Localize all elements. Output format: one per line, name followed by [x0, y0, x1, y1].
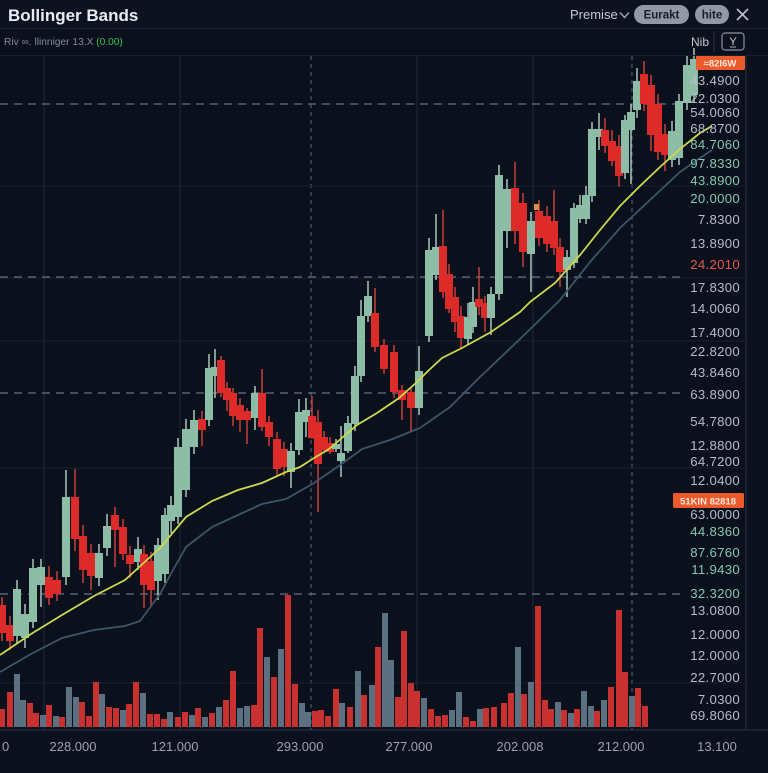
- svg-text:121.000: 121.000: [152, 739, 199, 754]
- svg-text:7.0300: 7.0300: [698, 692, 740, 707]
- svg-text:13.0800: 13.0800: [690, 603, 740, 618]
- svg-text:87.6760: 87.6760: [690, 545, 740, 560]
- svg-text:44.8360: 44.8360: [690, 524, 740, 539]
- svg-text:212.000: 212.000: [598, 739, 645, 754]
- svg-text:63.8900: 63.8900: [690, 387, 740, 402]
- svg-text:Y: Y: [729, 36, 737, 48]
- svg-text:12.0000: 12.0000: [690, 627, 740, 642]
- svg-text:228.000: 228.000: [50, 739, 97, 754]
- svg-text:32.3200: 32.3200: [690, 586, 740, 601]
- svg-text:Eurakt: Eurakt: [644, 10, 680, 22]
- svg-text:12.0000: 12.0000: [690, 648, 740, 663]
- svg-text:22.7000: 22.7000: [690, 670, 740, 685]
- svg-text:97.8330: 97.8330: [690, 156, 740, 171]
- svg-text:22.0300: 22.0300: [690, 91, 740, 106]
- svg-text:202.008: 202.008: [497, 739, 544, 754]
- svg-text:Nib: Nib: [691, 35, 709, 49]
- svg-text:43.8460: 43.8460: [690, 365, 740, 380]
- svg-text:12.0400: 12.0400: [690, 473, 740, 488]
- svg-text:13.100: 13.100: [697, 739, 737, 754]
- svg-text:293.000: 293.000: [277, 739, 324, 754]
- svg-text:Bollinger Bands: Bollinger Bands: [8, 6, 138, 25]
- svg-text:51KIN 82818: 51KIN 82818: [680, 497, 736, 508]
- svg-text:54.7800: 54.7800: [690, 414, 740, 429]
- svg-text:20.0000: 20.0000: [690, 191, 740, 206]
- svg-text:24.2010: 24.2010: [690, 257, 740, 272]
- svg-text:0: 0: [2, 739, 9, 754]
- svg-text:68.8700: 68.8700: [690, 121, 740, 136]
- svg-text:≈82I6W: ≈82I6W: [704, 59, 737, 70]
- svg-text:22.8200: 22.8200: [690, 344, 740, 359]
- svg-text:277.000: 277.000: [386, 739, 433, 754]
- svg-text:17.4000: 17.4000: [690, 325, 740, 340]
- svg-text:13.8900: 13.8900: [690, 236, 740, 251]
- svg-text:11.9430: 11.9430: [691, 562, 740, 577]
- svg-text:43.8900: 43.8900: [690, 173, 740, 188]
- svg-text:63.0000: 63.0000: [690, 507, 740, 522]
- svg-text:12.8800: 12.8800: [690, 438, 740, 453]
- svg-text:64.7200: 64.7200: [690, 454, 740, 469]
- svg-text:43.4900: 43.4900: [690, 73, 740, 88]
- svg-text:Riv ∞. llinniger 13.X (0.00): Riv ∞. llinniger 13.X (0.00): [4, 37, 123, 48]
- svg-text:14.0060: 14.0060: [690, 301, 740, 316]
- svg-text:17.8300: 17.8300: [690, 280, 740, 295]
- svg-text:54.0060: 54.0060: [690, 105, 740, 120]
- svg-text:Premise: Premise: [570, 7, 618, 22]
- svg-text:hite: hite: [702, 10, 722, 22]
- svg-text:84.7060: 84.7060: [690, 137, 740, 152]
- svg-text:7.8300: 7.8300: [698, 212, 740, 227]
- svg-text:69.8060: 69.8060: [690, 708, 740, 723]
